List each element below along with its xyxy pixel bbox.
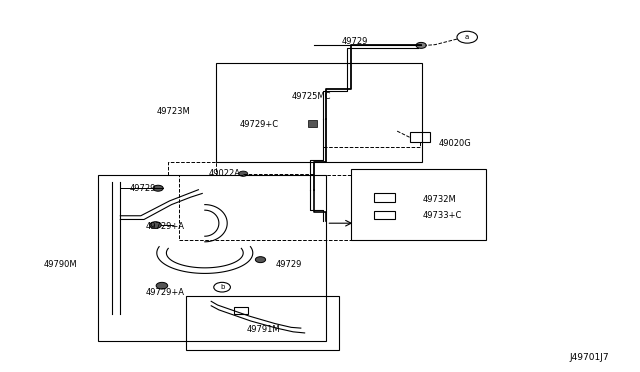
Bar (374, 193, 395, 202)
Bar (351, 169, 486, 240)
Bar (234, 307, 248, 314)
Text: 49733+C: 49733+C (422, 211, 462, 219)
Text: 49791M: 49791M (246, 325, 280, 334)
Bar (186, 296, 339, 350)
Circle shape (153, 185, 163, 191)
Circle shape (255, 257, 266, 263)
Text: 49723M: 49723M (157, 107, 191, 116)
Text: 49729+A: 49729+A (146, 288, 185, 296)
Circle shape (239, 171, 248, 176)
Text: b: b (220, 284, 224, 290)
Circle shape (416, 42, 426, 48)
Bar (374, 211, 395, 219)
Bar (308, 120, 317, 127)
Bar (216, 63, 422, 162)
Text: 49729: 49729 (342, 37, 369, 46)
Text: 49729: 49729 (129, 184, 156, 193)
Bar (98, 175, 326, 341)
Circle shape (150, 222, 161, 228)
Text: J49701J7: J49701J7 (569, 353, 609, 362)
Text: 49732M: 49732M (422, 195, 456, 204)
Text: 49729+A: 49729+A (146, 222, 185, 231)
Text: 49729+C: 49729+C (240, 120, 279, 129)
Text: 49725MC: 49725MC (291, 92, 331, 101)
Circle shape (156, 282, 168, 289)
Text: 49020G: 49020G (438, 139, 471, 148)
Text: 49790M: 49790M (43, 260, 77, 269)
Text: 49729: 49729 (275, 260, 301, 269)
Text: 49022A: 49022A (209, 169, 241, 178)
Text: a: a (465, 34, 469, 40)
Bar (410, 132, 430, 142)
